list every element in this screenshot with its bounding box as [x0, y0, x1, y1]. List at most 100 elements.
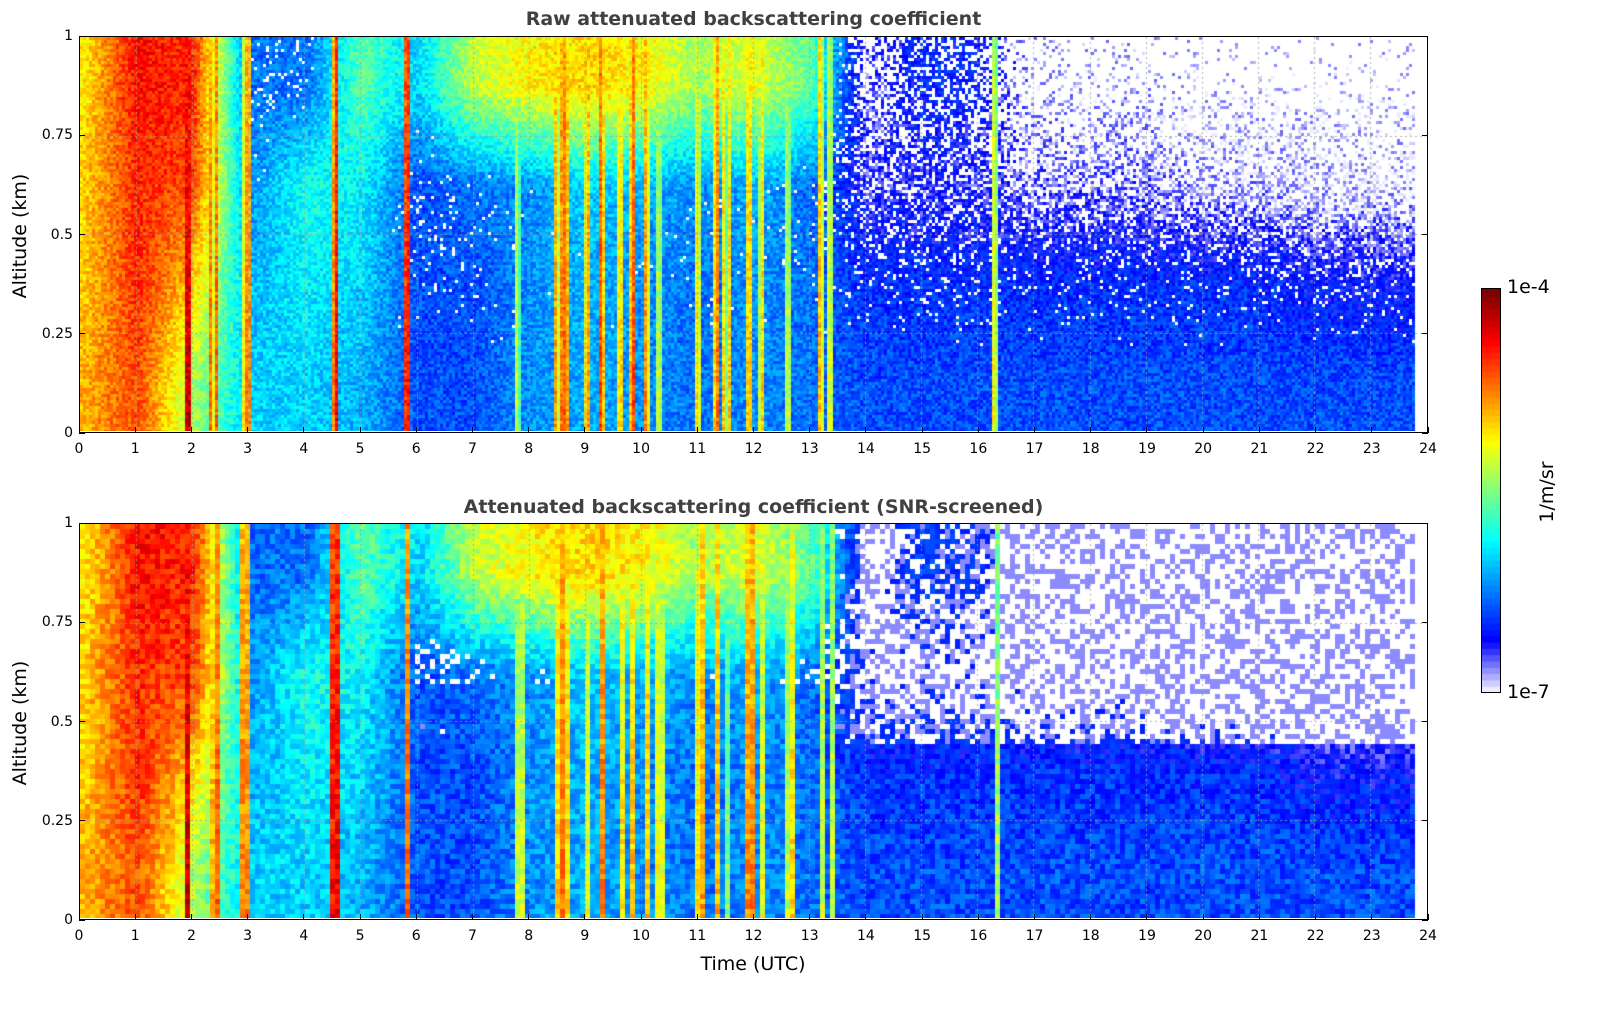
y-tick-label: 0.25	[41, 812, 73, 829]
x-tick-label: 8	[524, 928, 534, 944]
x-tick-mark	[359, 427, 361, 433]
y-tick-label: 0.5	[50, 713, 73, 730]
x-tick-mark	[753, 427, 754, 433]
y-tick-mark	[1422, 621, 1428, 623]
x-tick-mark	[584, 427, 586, 433]
x-tick-label: 24	[1419, 441, 1437, 457]
x-tick-mark	[1315, 427, 1317, 433]
x-tick-label: 1	[130, 441, 140, 457]
x-tick-label: 2	[186, 441, 196, 457]
x-tick-label: 11	[688, 441, 707, 457]
x-tick-label: 4	[299, 441, 309, 457]
x-tick-mark	[303, 914, 305, 920]
x-tick-mark	[865, 914, 867, 920]
x-tick-label: 20	[1194, 928, 1213, 944]
x-tick-mark	[359, 914, 361, 920]
x-tick-label: 16	[969, 928, 988, 944]
x-tick-mark	[303, 427, 305, 433]
x-tick-label: 24	[1419, 928, 1437, 944]
x-tick-label: 12	[744, 928, 763, 944]
x-tick-label: 12	[744, 441, 763, 457]
x-tick-label: 20	[1194, 441, 1213, 457]
x-tick-mark	[1427, 914, 1429, 920]
x-tick-label: 7	[467, 928, 477, 944]
x-tick-label: 23	[1362, 441, 1381, 457]
y-tick-mark	[1422, 522, 1428, 524]
x-tick-label: 11	[688, 928, 707, 944]
y-tick-mark	[79, 522, 85, 524]
x-tick-mark	[528, 427, 530, 433]
y-tick-mark	[79, 820, 85, 822]
colorbar-gradient	[1482, 289, 1500, 692]
top-chart-title: Raw attenuated backscattering coefficien…	[525, 8, 982, 30]
x-tick-label: 13	[800, 928, 819, 944]
x-tick-mark	[1258, 427, 1260, 433]
x-tick-mark	[809, 914, 811, 920]
x-tick-mark	[528, 914, 530, 920]
x-tick-label: 9	[580, 441, 590, 457]
colorbar-unit-label: 1/m/sr	[1536, 461, 1558, 523]
x-tick-mark	[1371, 914, 1373, 920]
y-tick-mark	[1422, 333, 1428, 335]
y-tick-mark	[1422, 820, 1428, 822]
x-tick-mark	[977, 914, 979, 920]
y-tick-label: 0.25	[41, 325, 73, 342]
x-tick-label: 21	[1250, 441, 1269, 457]
x-axis-label: Time (UTC)	[700, 953, 806, 975]
x-tick-mark	[1034, 427, 1036, 433]
x-tick-label: 22	[1306, 928, 1325, 944]
x-tick-mark	[640, 914, 642, 920]
x-tick-mark	[921, 914, 923, 920]
x-tick-mark	[134, 427, 136, 433]
x-tick-mark	[696, 427, 698, 433]
x-tick-label: 4	[299, 928, 309, 944]
x-tick-mark	[1090, 427, 1092, 433]
x-tick-label: 7	[467, 441, 477, 457]
x-tick-mark	[753, 914, 754, 920]
y-tick-label: 0	[64, 912, 73, 928]
y-tick-mark	[79, 35, 85, 37]
top-heatmap-axes	[79, 36, 1428, 433]
y-tick-label: 0.5	[50, 226, 73, 243]
x-tick-label: 5	[355, 441, 365, 457]
x-tick-mark	[247, 427, 249, 433]
x-tick-label: 15	[913, 441, 932, 457]
x-tick-label: 6	[411, 928, 421, 944]
x-tick-label: 1	[130, 928, 140, 944]
x-tick-mark	[1034, 914, 1036, 920]
x-tick-mark	[1146, 914, 1148, 920]
x-tick-mark	[415, 427, 417, 433]
x-tick-label: 18	[1081, 441, 1100, 457]
x-tick-label: 19	[1138, 928, 1156, 944]
x-tick-label: 14	[856, 928, 875, 944]
x-tick-mark	[1202, 914, 1204, 920]
x-tick-label: 9	[580, 928, 590, 944]
x-tick-mark	[78, 427, 80, 433]
x-tick-label: 13	[800, 441, 819, 457]
bottom-heatmap-axes	[79, 523, 1428, 920]
x-tick-mark	[471, 914, 473, 920]
y-tick-label: 0.75	[41, 614, 73, 631]
x-tick-label: 16	[969, 441, 988, 457]
x-tick-label: 0	[74, 441, 84, 457]
y-tick-label: 0.75	[41, 127, 73, 144]
y-tick-label: 1	[64, 515, 73, 531]
x-tick-mark	[1315, 914, 1317, 920]
y-tick-mark	[1422, 721, 1428, 722]
x-tick-mark	[471, 427, 473, 433]
x-tick-mark	[1427, 427, 1429, 433]
x-tick-mark	[977, 427, 979, 433]
bottom-chart-title: Attenuated backscattering coefficient (S…	[463, 496, 1044, 518]
x-tick-mark	[415, 914, 417, 920]
y-tick-mark	[79, 432, 85, 434]
x-tick-label: 21	[1250, 928, 1269, 944]
y-tick-mark	[1422, 234, 1428, 235]
x-tick-mark	[247, 914, 249, 920]
y-tick-label: 1	[64, 28, 73, 44]
x-tick-label: 10	[632, 441, 650, 457]
x-tick-label: 0	[74, 928, 84, 944]
x-tick-label: 10	[632, 928, 650, 944]
x-tick-mark	[865, 427, 867, 433]
x-tick-mark	[921, 427, 923, 433]
y-tick-mark	[1422, 134, 1428, 136]
